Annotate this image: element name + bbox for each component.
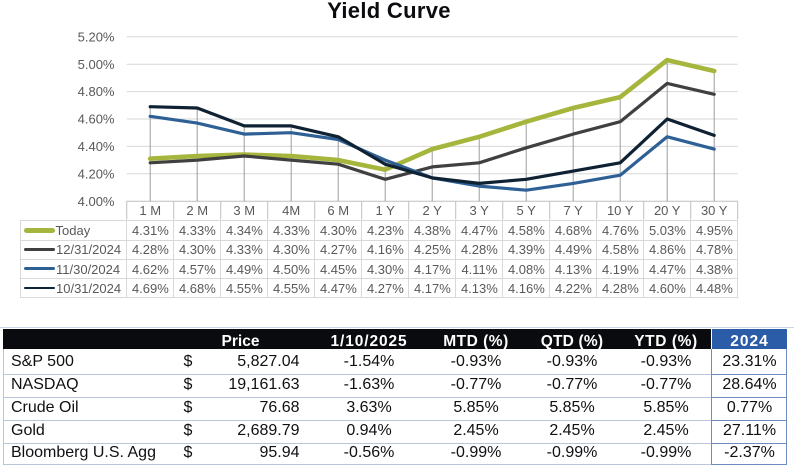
svg-text:2 M: 2 M (186, 203, 208, 218)
svg-text:1 M: 1 M (139, 203, 161, 218)
svg-text:4.60%: 4.60% (78, 112, 115, 127)
svg-text:4.80%: 4.80% (78, 84, 115, 99)
svg-text:6 M: 6 M (327, 203, 349, 218)
svg-text:5.20%: 5.20% (78, 29, 115, 44)
svg-text:1 Y: 1 Y (376, 203, 396, 218)
svg-text:10 Y: 10 Y (607, 203, 634, 218)
svg-text:30 Y: 30 Y (701, 203, 728, 218)
svg-text:4.40%: 4.40% (78, 139, 115, 154)
svg-text:4.20%: 4.20% (78, 166, 115, 181)
svg-text:5 Y: 5 Y (517, 203, 537, 218)
svg-text:20 Y: 20 Y (654, 203, 681, 218)
svg-text:5.00%: 5.00% (78, 57, 115, 72)
svg-text:7 Y: 7 Y (564, 203, 584, 218)
svg-text:4M: 4M (282, 203, 300, 218)
svg-text:2 Y: 2 Y (423, 203, 443, 218)
svg-text:3 Y: 3 Y (470, 203, 490, 218)
svg-text:3 M: 3 M (233, 203, 255, 218)
svg-text:4.00%: 4.00% (78, 194, 115, 209)
